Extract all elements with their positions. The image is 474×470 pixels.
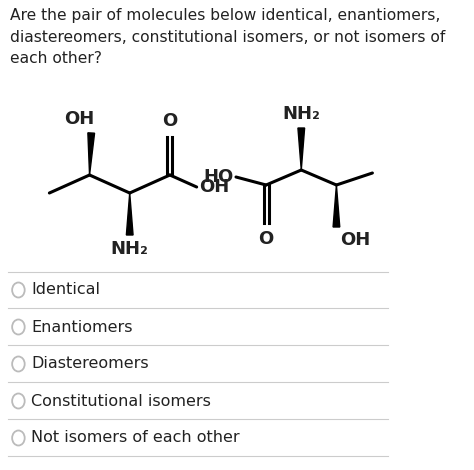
Text: NH₂: NH₂ [111,240,149,258]
Text: Not isomers of each other: Not isomers of each other [31,431,239,446]
Polygon shape [333,185,340,227]
Text: O: O [162,112,177,130]
Text: NH₂: NH₂ [283,105,320,123]
Text: Diastereomers: Diastereomers [31,357,148,371]
Polygon shape [298,128,305,170]
Text: Identical: Identical [31,282,100,298]
Text: OH: OH [199,178,229,196]
Text: Are the pair of molecules below identical, enantiomers,
diastereomers, constitut: Are the pair of molecules below identica… [10,8,446,66]
Text: OH: OH [64,110,95,128]
Text: Constitutional isomers: Constitutional isomers [31,393,211,408]
Text: O: O [258,230,274,248]
Text: Enantiomers: Enantiomers [31,320,132,335]
Text: OH: OH [340,231,370,249]
Text: HO: HO [203,168,234,186]
Polygon shape [127,193,133,235]
Polygon shape [88,133,94,175]
